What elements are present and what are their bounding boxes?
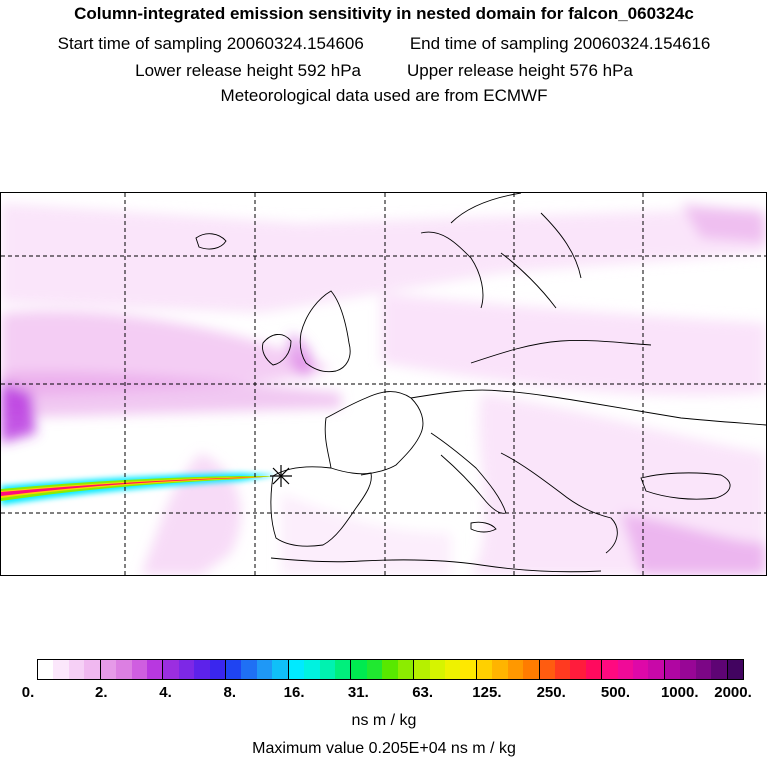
colorbar-segment [84, 660, 101, 679]
colorbar-segment [727, 660, 743, 679]
colorbar-segment [100, 660, 117, 679]
colorbar-segment [163, 660, 179, 679]
colorbar-segment [272, 660, 289, 679]
colorbar-segment [554, 660, 571, 679]
colorbar-segment [146, 660, 164, 679]
sensitivity-map [0, 192, 767, 576]
colorbar-segment [68, 660, 85, 679]
colorbar-segment [444, 660, 461, 679]
sampling-times: Start time of sampling 20060324.154606 En… [0, 34, 768, 54]
colorbar-tick-label: 0. [21, 684, 35, 701]
colorbar-tick-label: 250. [536, 684, 566, 701]
colorbar-tick-label: 31. [347, 684, 369, 701]
colorbar-segment [366, 660, 383, 679]
colorbar-segment [507, 660, 524, 679]
colorbar-segment [680, 660, 696, 679]
release-heights: Lower release height 592 hPa Upper releas… [0, 61, 768, 81]
colorbar-segment [178, 660, 195, 679]
colorbar-segment [288, 660, 305, 679]
colorbar-tick-label: 63. [412, 684, 434, 701]
colorbar-segment [570, 660, 586, 679]
colorbar-tick-label: 4. [159, 684, 172, 701]
upper-height-label: Upper release height 576 hPa [407, 61, 633, 80]
colorbar-segment [351, 660, 367, 679]
plume [1, 473, 277, 505]
release-location-marker [270, 465, 292, 487]
colorbar-tick-label: 16. [283, 684, 305, 701]
sensitivity-field [1, 203, 766, 575]
colorbar-segment [38, 660, 54, 679]
colorbar [37, 659, 744, 680]
colorbar-segment [209, 660, 227, 679]
colorbar-tick-label: 2. [95, 684, 108, 701]
colorbar-segment [429, 660, 445, 679]
colorbar-segment [492, 660, 508, 679]
lower-height-label: Lower release height 592 hPa [135, 61, 361, 80]
colorbar-segment [397, 660, 415, 679]
colorbar-segment [695, 660, 712, 679]
colorbar-tick-label: 1000. [660, 684, 699, 701]
colorbar-segment [585, 660, 603, 679]
colorbar-segment [711, 660, 728, 679]
colorbar-segment [116, 660, 132, 679]
start-time-label: Start time of sampling 20060324.154606 [57, 34, 364, 53]
maximum-value-label: Maximum value 0.205E+04 ns m / kg [252, 740, 516, 757]
colorbar-segment [633, 660, 649, 679]
coastlines [195, 193, 766, 573]
colorbar-segment [131, 660, 147, 679]
lat-lon-grid [1, 193, 766, 575]
end-time-label: End time of sampling 20060324.154616 [409, 34, 711, 53]
colorbar-segment [304, 660, 320, 679]
colorbar-unit-label: ns m / kg [351, 712, 417, 729]
met-data-label: Meteorological data used are from ECMWF [220, 86, 548, 105]
colorbar-segment [226, 660, 242, 679]
plot-title: Column-integrated emission sensitivity i… [74, 4, 694, 23]
colorbar-segment [476, 660, 493, 679]
colorbar-segment [335, 660, 352, 679]
colorbar-tick-label: 125. [472, 684, 502, 701]
colorbar-segment [256, 660, 273, 679]
colorbar-segment [382, 660, 398, 679]
colorbar-segment [319, 660, 336, 679]
colorbar-segment [617, 660, 634, 679]
colorbar-segment [648, 660, 665, 679]
colorbar-segment [539, 660, 555, 679]
colorbar-tick-label: 2000. [714, 684, 752, 701]
colorbar-segment [241, 660, 257, 679]
colorbar-segment [194, 660, 210, 679]
colorbar-segment [460, 660, 477, 679]
colorbar-tick-label: 500. [600, 684, 631, 701]
colorbar-segment [664, 660, 681, 679]
colorbar-segment [414, 660, 430, 679]
colorbar-segment [602, 660, 618, 679]
colorbar-segment [53, 660, 69, 679]
colorbar-segment [523, 660, 540, 679]
colorbar-tick-label: 8. [223, 684, 237, 701]
